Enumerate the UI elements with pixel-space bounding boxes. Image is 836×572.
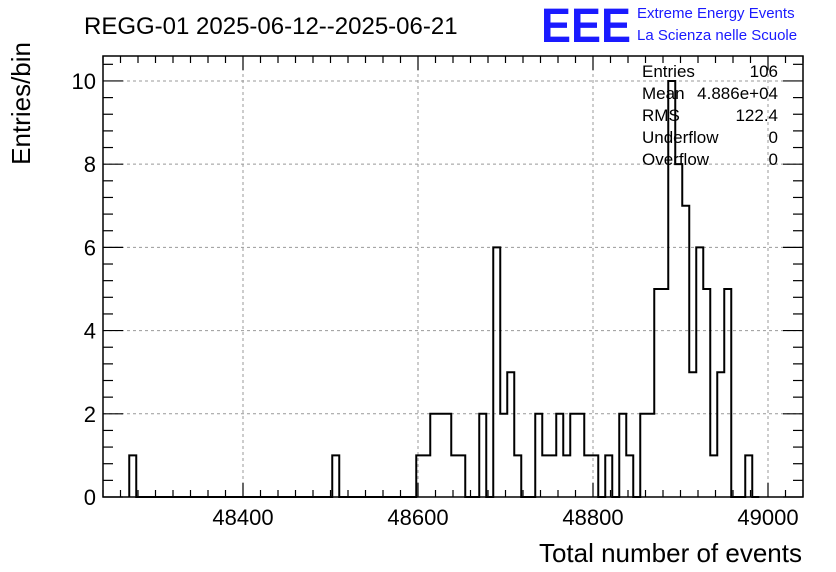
chart-title: REGG-01 2025-06-12--2025-06-21 — [84, 13, 458, 40]
eee-logo-line1: Extreme Energy Events — [637, 5, 795, 22]
y-tick-label: 2 — [84, 402, 96, 427]
eee-logo-letters: EEE — [541, 0, 631, 53]
eee-logo: EEE Extreme Energy Events La Scienza nel… — [541, 0, 797, 53]
x-tick-label: 48800 — [562, 505, 623, 530]
axis-ticks — [102, 56, 804, 498]
stats-value: 4.886e+04 — [697, 84, 778, 103]
y-tick-label: 8 — [84, 152, 96, 177]
plot-frame — [102, 55, 804, 498]
stats-value: 106 — [750, 62, 778, 81]
x-tick-label: 49000 — [737, 505, 798, 530]
stats-label: RMS — [642, 106, 680, 125]
stats-label: Entries — [642, 62, 695, 81]
y-tick-label: 4 — [84, 319, 96, 344]
grid-lines — [103, 56, 803, 497]
x-axis-label: Total number of events — [539, 538, 802, 568]
stats-label: Mean — [642, 84, 685, 103]
y-tick-labels: 0 2 4 6 8 10 — [72, 69, 96, 510]
x-tick-label: 48400 — [212, 505, 273, 530]
y-tick-label: 6 — [84, 235, 96, 260]
eee-logo-line2: La Scienza nelle Scuole — [637, 27, 797, 44]
x-tick-label: 48600 — [387, 505, 448, 530]
stats-value: 0 — [769, 150, 778, 169]
y-tick-label: 0 — [84, 485, 96, 510]
stats-label: Underflow — [642, 128, 719, 147]
stats-value: 122.4 — [735, 106, 778, 125]
stats-box: Entries 106 Mean 4.886e+04 RMS 122.4 Underflow… — [642, 62, 778, 169]
y-axis-label: Entries/bin — [6, 42, 36, 165]
y-tick-label: 10 — [72, 69, 96, 94]
stats-label: Overflow — [642, 150, 710, 169]
x-tick-labels: 48400 48600 48800 49000 — [212, 505, 798, 530]
stats-value: 0 — [769, 128, 778, 147]
